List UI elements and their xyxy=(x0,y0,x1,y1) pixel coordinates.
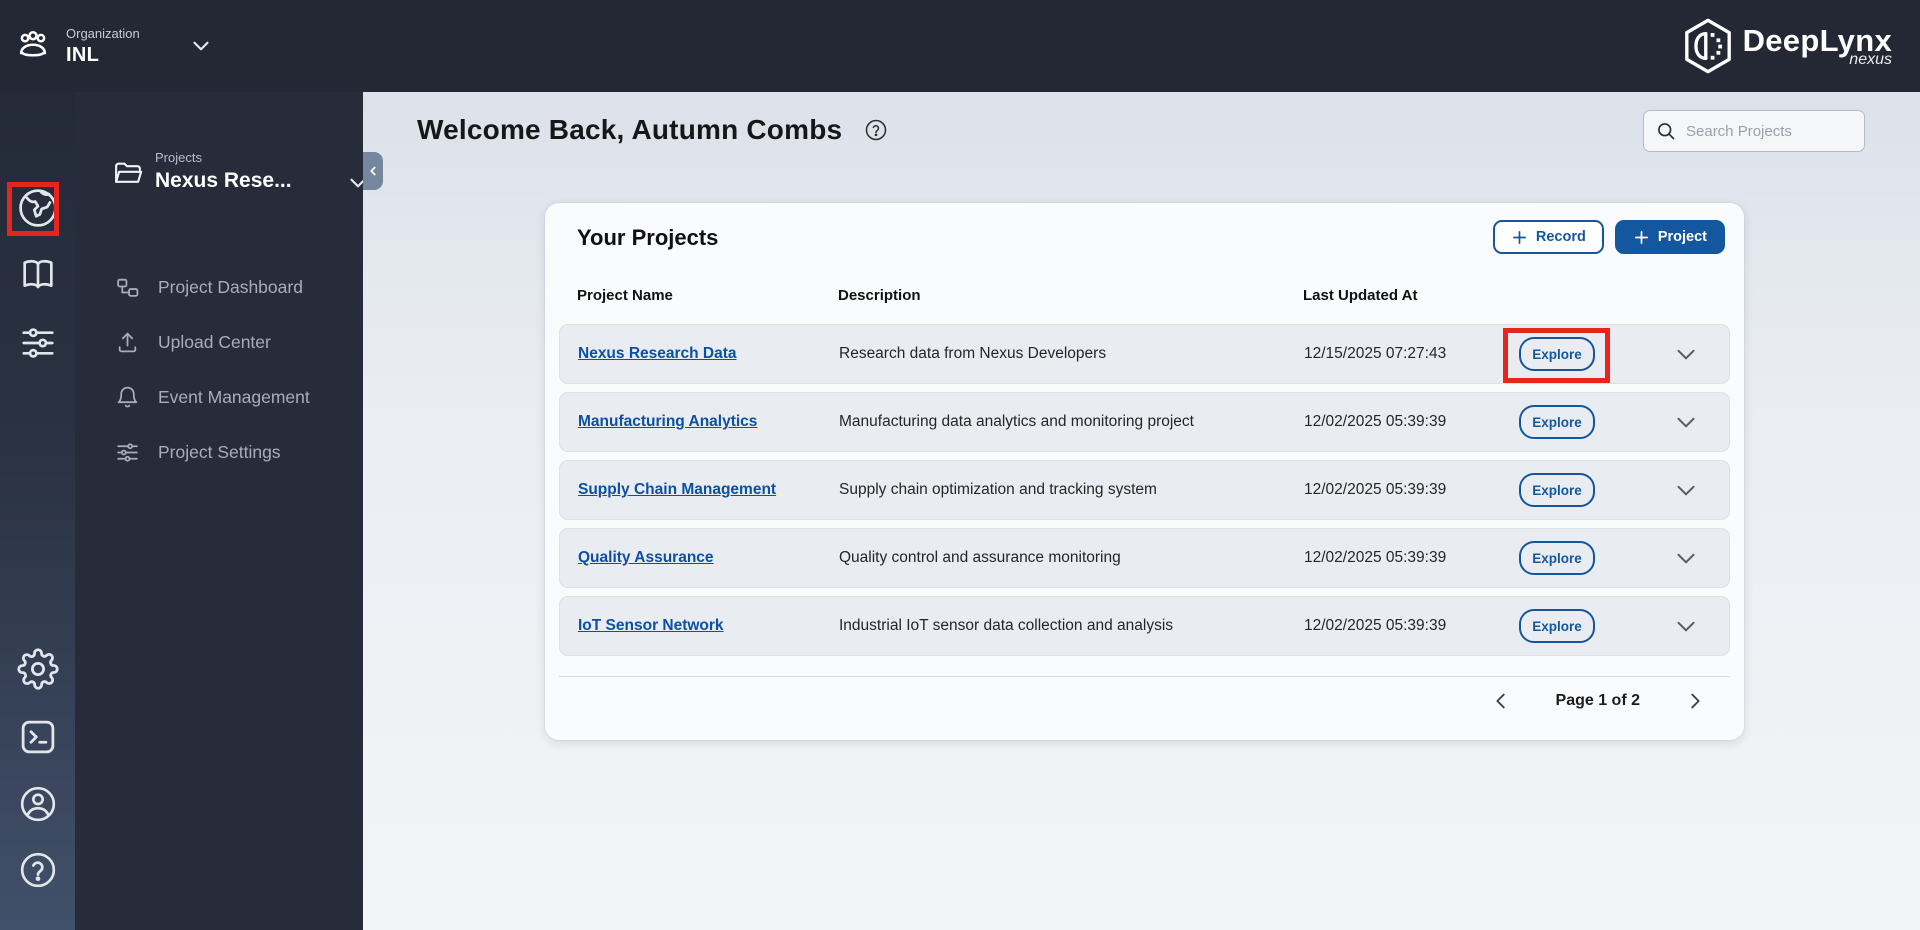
table-row: Supply Chain Management Supply chain opt… xyxy=(559,460,1730,520)
sidebar-item-label: Project Settings xyxy=(158,442,281,462)
globe-icon[interactable] xyxy=(16,186,60,230)
plus-icon xyxy=(1634,230,1648,244)
chevron-down-icon[interactable] xyxy=(345,170,371,196)
project-last-updated: 12/15/2025 07:27:43 xyxy=(1304,345,1447,362)
sidebar-nav: Project Dashboard Upload Center Event Ma… xyxy=(75,260,363,480)
project-description: Supply chain optimization and tracking s… xyxy=(839,481,1157,498)
account-icon[interactable] xyxy=(18,784,58,824)
project-name-link[interactable]: Supply Chain Management xyxy=(578,481,777,498)
icon-rail xyxy=(0,92,75,930)
sidebar-item-label: Project Dashboard xyxy=(158,277,303,297)
book-icon[interactable] xyxy=(18,254,58,294)
project-description: Manufacturing data analytics and monitor… xyxy=(839,413,1194,430)
dashboard-icon xyxy=(115,275,140,300)
card-title: Your Projects xyxy=(577,225,719,250)
project-name-link[interactable]: Quality Assurance xyxy=(578,549,714,566)
page-previous-icon[interactable] xyxy=(1490,690,1512,712)
project-last-updated: 12/02/2025 05:39:39 xyxy=(1304,617,1447,634)
pagination-label: Page 1 of 2 xyxy=(1555,692,1640,709)
project-last-updated: 12/02/2025 05:39:39 xyxy=(1304,549,1447,566)
project-sidebar: Projects Nexus Rese... Project Dashboard xyxy=(75,92,366,930)
organization-switcher[interactable]: Organization INL xyxy=(14,26,214,67)
project-selector[interactable]: Projects Nexus Rese... xyxy=(113,150,366,193)
explore-button[interactable]: Explore xyxy=(1519,473,1595,507)
gear-icon[interactable] xyxy=(16,648,59,690)
project-name-link[interactable]: Manufacturing Analytics xyxy=(578,413,758,430)
main-content: Welcome Back, Autumn Combs Your Projects… xyxy=(363,92,1920,930)
table-row: Quality Assurance Quality control and as… xyxy=(559,528,1730,588)
plus-icon xyxy=(1512,230,1526,244)
search-icon xyxy=(1656,121,1676,141)
projects-label: Projects xyxy=(155,150,202,165)
row-expand-chevron-icon[interactable] xyxy=(1673,409,1699,435)
add-project-label: Project xyxy=(1657,229,1707,245)
column-last-updated: Last Updated At xyxy=(1303,287,1418,304)
sliders-icon[interactable] xyxy=(19,324,57,362)
help-icon[interactable] xyxy=(864,118,888,142)
add-project-button[interactable]: Project xyxy=(1614,220,1725,254)
projects-table-body: Nexus Research Data Research data from N… xyxy=(559,324,1730,664)
page-title: Welcome Back, Autumn Combs xyxy=(417,114,843,145)
organization-label: Organization xyxy=(66,25,140,41)
add-record-button[interactable]: Record xyxy=(1492,220,1604,254)
upload-icon xyxy=(115,330,140,355)
sidebar-item-project-dashboard[interactable]: Project Dashboard xyxy=(75,260,363,315)
search-input[interactable] xyxy=(1686,122,1852,140)
explore-button[interactable]: Explore xyxy=(1519,541,1595,575)
project-name-link[interactable]: Nexus Research Data xyxy=(578,345,737,362)
row-expand-chevron-icon[interactable] xyxy=(1673,613,1699,639)
help-circle-icon[interactable] xyxy=(18,850,58,890)
row-expand-chevron-icon[interactable] xyxy=(1673,477,1699,503)
row-expand-chevron-icon[interactable] xyxy=(1673,341,1699,367)
bell-icon xyxy=(115,385,140,410)
organization-icon xyxy=(14,27,52,65)
your-projects-card: Your Projects Record Project Project Nam… xyxy=(545,203,1744,740)
project-name-link[interactable]: IoT Sensor Network xyxy=(578,617,724,634)
page-next-icon[interactable] xyxy=(1684,690,1706,712)
table-row: IoT Sensor Network Industrial IoT sensor… xyxy=(559,596,1730,656)
sidebar-item-upload-center[interactable]: Upload Center xyxy=(75,315,363,370)
project-last-updated: 12/02/2025 05:39:39 xyxy=(1304,481,1447,498)
project-description: Industrial IoT sensor data collection an… xyxy=(839,617,1174,634)
sidebar-item-event-management[interactable]: Event Management xyxy=(75,370,363,425)
terminal-icon[interactable] xyxy=(17,716,59,758)
explore-button[interactable]: Explore xyxy=(1519,609,1595,643)
sliders-horizontal-icon xyxy=(115,440,140,465)
project-description: Research data from Nexus Developers xyxy=(839,345,1107,362)
selected-project-name: Nexus Rese... xyxy=(155,169,292,192)
column-description: Description xyxy=(838,287,921,304)
project-last-updated: 12/02/2025 05:39:39 xyxy=(1304,413,1447,430)
folder-icon xyxy=(113,158,143,188)
sidebar-item-label: Event Management xyxy=(158,387,310,407)
project-description: Quality control and assurance monitoring xyxy=(839,549,1121,566)
row-expand-chevron-icon[interactable] xyxy=(1673,545,1699,571)
table-row: Manufacturing Analytics Manufacturing da… xyxy=(559,392,1730,452)
explore-button[interactable]: Explore xyxy=(1519,405,1595,439)
logo-title: DeepLynx xyxy=(1742,22,1892,58)
add-record-label: Record xyxy=(1535,229,1586,245)
explore-button[interactable]: Explore xyxy=(1519,337,1595,371)
sidebar-collapse-handle[interactable] xyxy=(363,152,383,190)
chevron-down-icon[interactable] xyxy=(188,33,214,59)
deeplynx-logo: DeepLynx nexus xyxy=(1681,17,1892,75)
logo-subtitle: nexus xyxy=(1849,50,1892,68)
table-row: Nexus Research Data Research data from N… xyxy=(559,324,1730,384)
deeplynx-logo-icon xyxy=(1681,17,1735,75)
sidebar-item-label: Upload Center xyxy=(158,332,271,352)
column-project-name: Project Name xyxy=(577,287,673,304)
organization-name: INL xyxy=(66,43,100,66)
top-header: Organization INL DeepLynx nexus xyxy=(0,0,1920,92)
table-bottom-divider xyxy=(559,676,1730,677)
pagination: Page 1 of 2 xyxy=(1490,690,1706,712)
sidebar-item-project-settings[interactable]: Project Settings xyxy=(75,425,363,480)
search-projects-box xyxy=(1643,110,1865,152)
